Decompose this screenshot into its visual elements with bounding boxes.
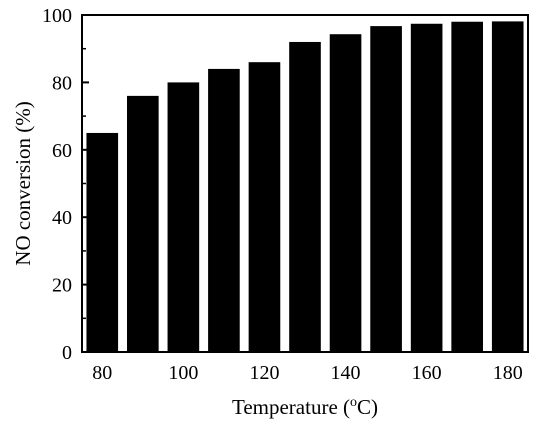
y-tick-label-0: 0 [62,342,72,364]
bar-90 [127,95,159,352]
x-tick-label-80: 80 [92,362,112,384]
y-tick-label-80: 80 [52,72,72,94]
bar-110 [208,68,240,353]
bar-170 [451,21,483,353]
bar-150 [370,26,402,353]
bar-140 [329,34,362,353]
x-tick-label-160: 160 [412,362,442,384]
x-tick-label-120: 120 [249,362,279,384]
y-tick-label-60: 60 [52,140,72,162]
x-axis-title-prefix: Temperature ( [232,395,350,419]
bar-130 [289,41,321,353]
bars-group [86,21,524,353]
y-tick-label-20: 20 [52,275,72,297]
y-tick-label-100: 100 [42,5,72,27]
x-tick-label-180: 180 [493,362,523,384]
bar-180 [491,21,524,353]
x-axis-title: Temperature (oC) [232,395,378,419]
x-axis-title-suffix: C) [357,395,378,419]
bar-160 [410,23,443,352]
bar-100 [167,82,200,353]
y-tick-label-40: 40 [52,207,72,229]
x-tick-label-100: 100 [168,362,198,384]
tick-labels-group: 0 20 40 60 80 100 80 100 120 140 160 180 [42,5,523,384]
bar-80 [86,132,119,352]
y-axis-title: NO conversion (%) [11,101,35,265]
ticks-group [82,14,509,353]
bar-120 [248,62,281,353]
x-tick-label-140: 140 [331,362,361,384]
x-axis-title-superscript: o [350,395,357,410]
